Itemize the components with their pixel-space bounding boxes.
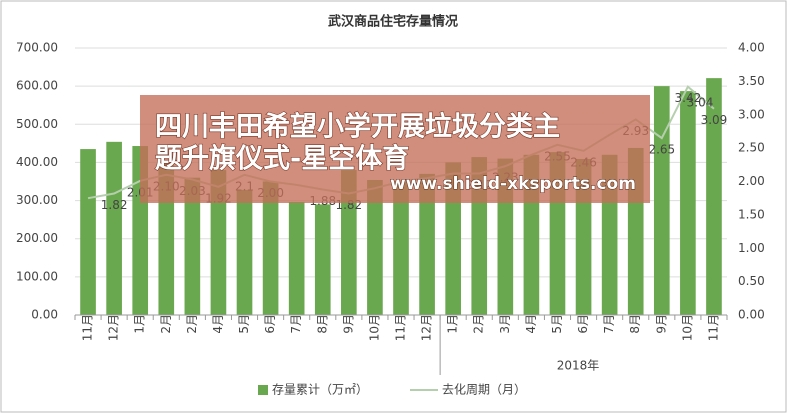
bar (419, 173, 435, 315)
data-label: 3.09 (701, 113, 728, 127)
y-tick-label: 0.00 (31, 308, 58, 322)
bar (314, 204, 331, 315)
x-tick-label: 11月 (394, 314, 408, 341)
chart-title: 武汉商品住宅存量情况 (328, 14, 458, 30)
x-tick-label: 7月 (602, 314, 616, 334)
bar (680, 91, 696, 315)
bar (653, 86, 670, 316)
x-tick-label: 2月 (472, 314, 486, 334)
bar (236, 189, 253, 315)
x-tick-label: 11月 (81, 314, 95, 341)
x-tick-label: 9月 (654, 314, 668, 334)
bar (706, 78, 722, 315)
bar (262, 181, 279, 315)
y-tick-label: 300.00 (16, 193, 58, 207)
x-tick-label: 8月 (315, 314, 329, 334)
banner-text: 四川丰田希望小学开展垃圾分类主 (155, 111, 560, 143)
x-tick-label: 10月 (367, 314, 381, 341)
x-tick-label: 12月 (420, 314, 434, 341)
bar (210, 170, 227, 315)
banner (140, 95, 650, 203)
y2-tick-label: 0.50 (738, 274, 765, 288)
y2-tick-label: 0.00 (738, 308, 765, 322)
y2-tick-label: 1.00 (738, 241, 765, 255)
x-tick-label: 3月 (498, 314, 512, 334)
x-tick-label: 6月 (263, 314, 277, 334)
x-tick-label: 11月 (706, 314, 720, 341)
x-tick-label: 4月 (524, 314, 538, 334)
x-tick-label: 1月 (133, 314, 147, 334)
data-label: 1.82 (101, 198, 128, 212)
legend-swatch (258, 385, 268, 395)
x-tick-label: 7月 (289, 314, 303, 334)
data-label: 3.42 (675, 91, 702, 105)
x-tick-label: 10月 (680, 314, 694, 341)
y2-tick-label: 3.50 (738, 74, 765, 88)
y-tick-label: 100.00 (16, 269, 58, 283)
x-tick-label: 2月 (159, 314, 173, 334)
y2-tick-label: 2.00 (738, 174, 765, 188)
y2-tick-label: 1.50 (738, 207, 765, 221)
y2-tick-label: 2.50 (738, 141, 765, 155)
y-tick-label: 400.00 (16, 155, 58, 169)
x-tick-label: 5月 (550, 314, 564, 334)
bar (341, 170, 357, 315)
banner-url: www.shield-xksports.com (390, 174, 636, 194)
legend-label: 存量累计（万㎡） (272, 383, 368, 397)
bar (106, 141, 122, 315)
data-label: 2.65 (648, 143, 675, 157)
bar (367, 179, 383, 315)
x-tick-label: 2月 (185, 314, 199, 334)
x-tick-label: 8月 (628, 314, 642, 334)
x-tick-label: 12月 (107, 314, 121, 341)
bar (288, 202, 305, 315)
annotation: 3.04 (687, 96, 714, 110)
bar (80, 149, 96, 315)
x-tick-label: 6月 (576, 314, 590, 334)
y-tick-label: 600.00 (16, 79, 58, 93)
y2-tick-label: 3.00 (738, 107, 765, 121)
banner-text: 题升旗仪式-星空体育 (155, 143, 409, 175)
group-label: 2018年 (557, 359, 600, 373)
x-tick-label: 4月 (211, 314, 225, 334)
y-tick-label: 700.00 (16, 41, 58, 55)
x-tick-label: 9月 (341, 314, 355, 334)
x-tick-label: 1月 (446, 314, 460, 334)
y-tick-label: 500.00 (16, 117, 58, 131)
x-tick-label: 5月 (237, 314, 251, 334)
y-tick-label: 200.00 (16, 231, 58, 245)
bar (393, 181, 409, 315)
legend-label: 去化周期（月） (442, 383, 526, 397)
bar (184, 177, 201, 315)
y2-tick-label: 4.00 (738, 41, 765, 55)
